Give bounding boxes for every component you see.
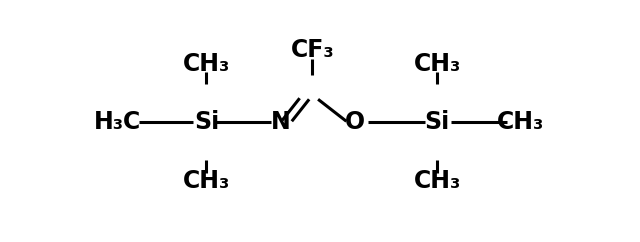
Text: Si: Si	[424, 110, 450, 134]
Text: H₃C: H₃C	[93, 110, 141, 134]
Text: O: O	[345, 110, 365, 134]
Text: CH₃: CH₃	[413, 169, 461, 193]
Text: CH₃: CH₃	[183, 169, 230, 193]
Text: Si: Si	[194, 110, 219, 134]
Text: CH₃: CH₃	[497, 110, 544, 134]
Text: CF₃: CF₃	[291, 38, 335, 62]
Text: CH₃: CH₃	[413, 52, 461, 76]
Text: CH₃: CH₃	[183, 52, 230, 76]
Text: N: N	[271, 110, 291, 134]
